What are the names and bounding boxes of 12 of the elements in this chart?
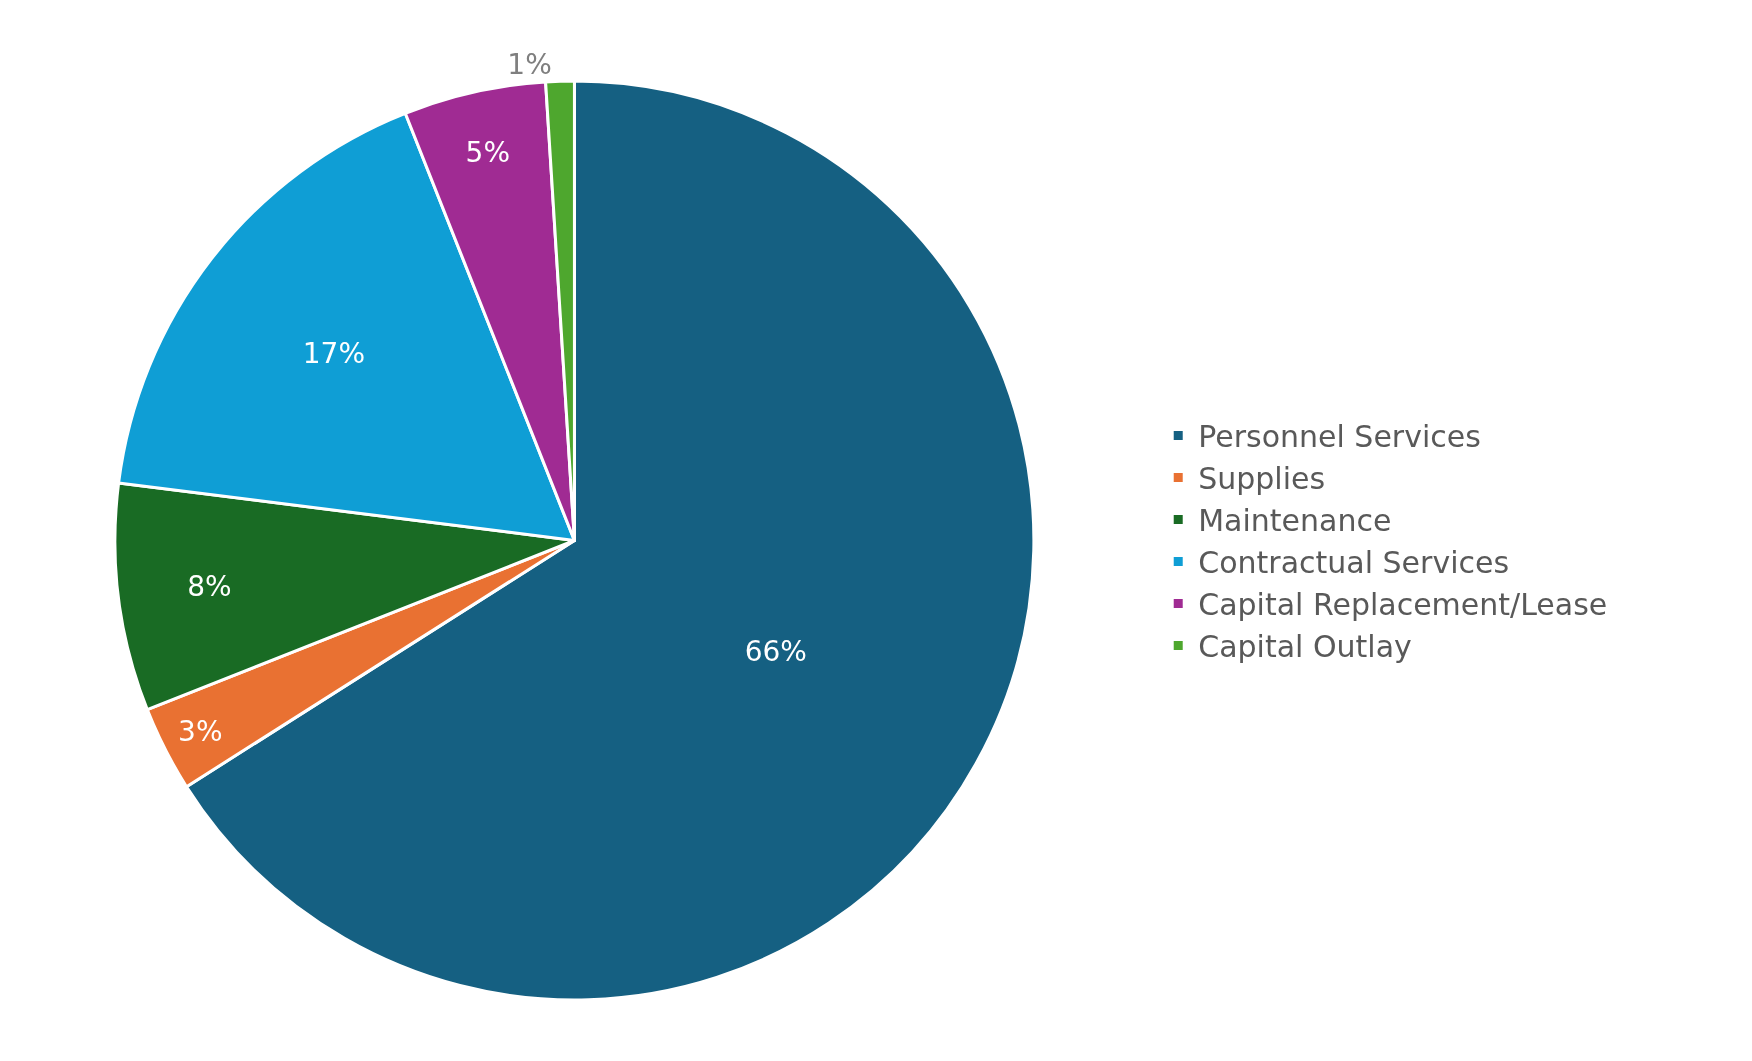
- data-label: 8%: [187, 570, 232, 604]
- legend-label: Capital Outlay: [1198, 629, 1412, 665]
- data-label: 66%: [744, 634, 807, 668]
- legend-label: Personnel Services: [1198, 419, 1481, 455]
- legend-label: Contractual Services: [1198, 545, 1510, 581]
- legend-label: Supplies: [1198, 461, 1326, 497]
- legend-label: Maintenance: [1198, 503, 1392, 539]
- data-label: 5%: [465, 136, 510, 170]
- legend-label: Capital Replacement/Lease: [1198, 587, 1608, 623]
- data-label: 1%: [507, 48, 552, 82]
- data-label: 3%: [178, 714, 223, 748]
- data-label: 17%: [302, 337, 365, 371]
